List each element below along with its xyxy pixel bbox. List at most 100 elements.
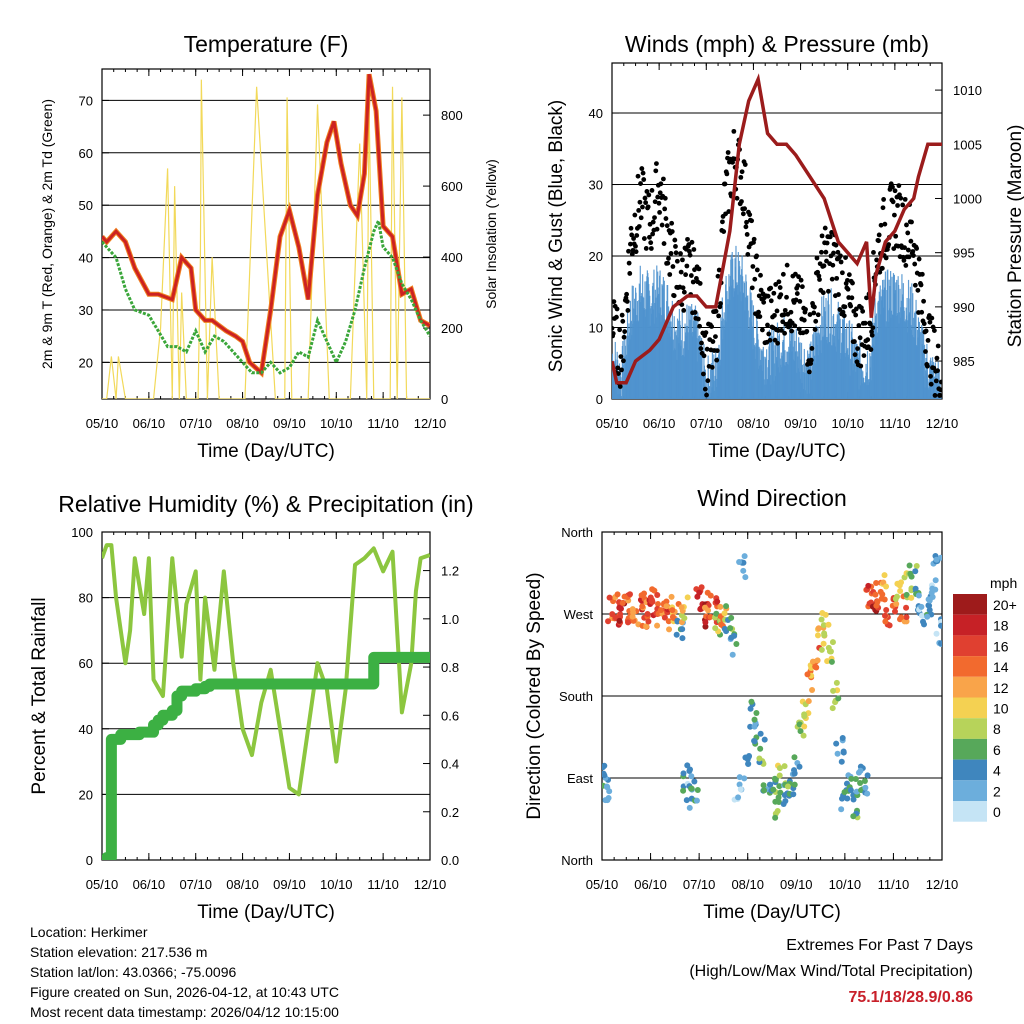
x-tick-label: 06/10	[634, 877, 667, 892]
gust-point	[699, 340, 704, 346]
gust-point	[817, 277, 822, 282]
direction-point	[804, 671, 811, 678]
gust-point	[742, 206, 748, 212]
latlon-text: Station lat/lon: 43.0366; -75.0096	[30, 964, 237, 980]
direction-point	[850, 813, 857, 820]
gust-point	[838, 253, 843, 259]
y-right-tick-label: 0.8	[441, 660, 459, 675]
direction-point	[654, 591, 661, 598]
direction-point	[717, 603, 724, 610]
gust-point	[758, 272, 763, 278]
plot-area	[102, 73, 430, 399]
gust-point	[703, 330, 709, 336]
gust-point	[710, 339, 716, 344]
gust-point	[657, 190, 663, 196]
direction-point	[892, 595, 899, 602]
gust-point	[927, 319, 933, 325]
y-right-tick-label: 0	[441, 392, 448, 407]
gust-point	[720, 219, 725, 225]
gust-point	[845, 286, 851, 292]
direction-point	[896, 582, 903, 589]
y-tick-label: 40	[79, 722, 93, 737]
x-tick-label: 06/10	[133, 877, 166, 892]
timestamp-text: Most recent data timestamp: 2026/04/12 1…	[30, 1004, 339, 1020]
x-tick-label: 08/10	[226, 416, 259, 431]
gust-point	[902, 196, 908, 202]
direction-point	[861, 777, 868, 784]
gust-point	[638, 181, 643, 186]
x-tick-label: 12/10	[926, 416, 959, 431]
gust-point	[685, 236, 690, 242]
gust-point	[823, 249, 829, 255]
direction-point	[809, 658, 816, 665]
direction-point	[683, 797, 690, 804]
direction-point	[744, 756, 751, 763]
direction-point	[780, 801, 787, 808]
direction-point	[707, 613, 714, 620]
direction-point	[733, 641, 740, 648]
gust-point	[747, 212, 753, 218]
direction-point	[740, 567, 747, 574]
direction-point	[606, 788, 613, 795]
gust-point	[625, 308, 631, 313]
direction-point	[892, 608, 899, 615]
gust-point	[654, 161, 659, 167]
gust-point	[904, 222, 909, 228]
legend-swatch	[953, 697, 987, 719]
direction-point	[602, 797, 609, 804]
x-tick-label: 10/10	[831, 416, 864, 431]
gust-point	[714, 348, 720, 354]
gust-point	[697, 323, 702, 329]
direction-point	[915, 592, 922, 599]
direction-point	[857, 779, 864, 786]
x-tick-label: 12/10	[926, 877, 959, 892]
y-tick-label: 60	[79, 146, 93, 161]
gust-point	[937, 393, 942, 398]
y-tick-label: 0	[596, 392, 603, 407]
direction-point	[602, 764, 606, 771]
gust-point	[923, 328, 929, 334]
direction-point	[814, 632, 821, 639]
direction-point	[865, 582, 872, 589]
gust-point	[837, 307, 843, 312]
y-right-tick-label: 1.0	[441, 612, 459, 627]
x-tick-label: 09/10	[273, 416, 306, 431]
gust-point	[861, 353, 867, 359]
direction-point	[815, 625, 822, 632]
direction-point	[668, 593, 675, 600]
direction-point	[933, 556, 940, 563]
gust-point	[775, 340, 781, 346]
y-right-tick-label: 1010	[953, 83, 982, 98]
x-tick-label: 09/10	[273, 877, 306, 892]
gust-point	[822, 225, 828, 231]
gust-point	[867, 321, 873, 327]
direction-point	[616, 617, 623, 624]
gust-point	[750, 264, 756, 269]
gust-point	[784, 294, 789, 300]
gust-point	[621, 358, 626, 364]
direction-point	[609, 611, 616, 618]
direction-point	[774, 807, 781, 814]
gust-point	[876, 238, 881, 244]
direction-point	[878, 595, 885, 602]
direction-point	[903, 614, 910, 621]
plot-area	[612, 73, 942, 399]
gust-point	[881, 197, 887, 202]
direction-point	[938, 640, 942, 647]
gust-point	[713, 308, 719, 314]
gust-point	[852, 339, 857, 344]
gust-point	[761, 299, 767, 305]
gust-point	[915, 287, 921, 293]
gust-point	[856, 323, 862, 328]
direction-point	[801, 723, 808, 730]
direction-point	[932, 586, 939, 593]
direction-point	[619, 599, 626, 606]
gust-point	[631, 236, 636, 241]
gust-point	[912, 282, 918, 288]
temp-2m-line	[102, 73, 430, 376]
gust-point	[900, 202, 906, 208]
gust-point	[724, 171, 730, 177]
direction-point	[751, 716, 758, 723]
direction-point	[694, 787, 701, 794]
gust-point	[878, 222, 884, 228]
